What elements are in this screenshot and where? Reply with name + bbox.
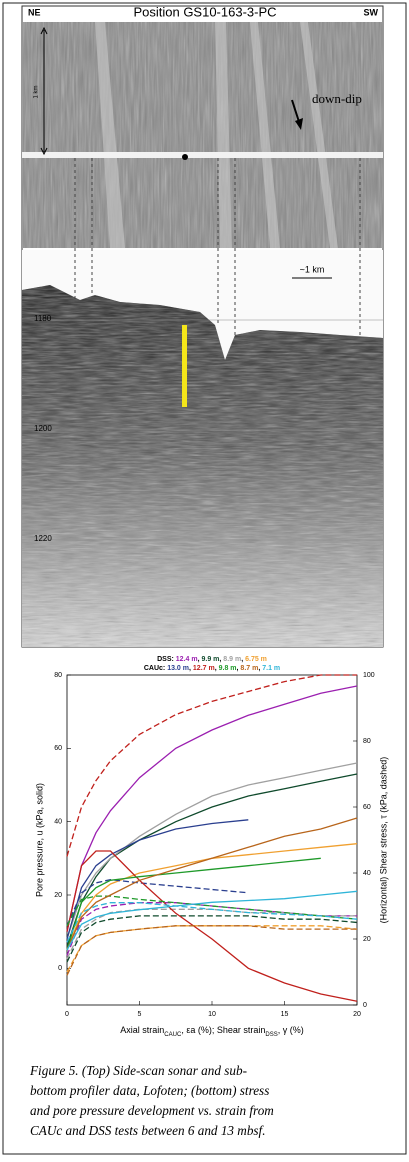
down-dip-arrowhead [295,118,303,130]
shear-stress-line [66,925,357,976]
depth-tick-label: 1200 [34,424,52,433]
shear-stress-line [66,674,357,857]
legend-entry: 8.7 m [240,665,258,672]
y2-axis-label: (Horizontal) Shear stress, τ (kPa, dashe… [378,757,388,924]
legend-entry: 6.75 m [245,656,267,663]
legend-entry: 7.1 m [262,665,280,672]
legend-separator: , [258,665,260,672]
y-tick-label: 80 [54,672,62,679]
legend-entry: 13.0 m [167,665,189,672]
pore-pressure-line [66,890,358,951]
shear-stress-line [66,908,357,960]
caption-line: CAUc and DSS tests between 6 and 13 mbsf… [30,1123,266,1138]
x-tick-label: 10 [208,1011,216,1018]
y2-tick-label: 0 [363,1002,367,1009]
shear-stress-line [66,915,358,963]
legend-separator: , [198,656,200,663]
caption-line: bottom profiler data, Lofoten; (bottom) … [30,1083,269,1098]
caption-line: and pore pressure development vs. strain… [30,1103,274,1118]
legend-entry: 9.8 m [219,665,237,672]
y-tick-label: 20 [54,892,62,899]
legend: CAUc: 13.0 m, 12.7 m, 9.8 m, 8.7 m, 7.1 … [144,665,280,672]
x-tick-label: 5 [138,1011,142,1018]
legend-separator: , [237,665,239,672]
shear-stress-line [66,878,249,927]
sidescan-scarps [95,22,338,248]
x-axis-label-part: , εa (%); Shear strain [181,1025,265,1035]
legend-entry: 8.9 m [223,656,241,663]
sidescan-scale: 1 km [34,85,40,98]
legend-group-label: DSS: [157,656,174,663]
scale-arrow-heads [40,26,48,156]
sediment-texture [22,285,383,647]
y2-tick-label: 60 [363,804,371,811]
y-tick-label: 40 [54,819,62,826]
nadir-line [22,152,383,158]
legend-entry: 12.4 m [176,656,198,663]
plot-area [66,674,358,1006]
down-dip-label: down-dip [312,91,362,106]
legend-entry: 9.9 m [201,656,219,663]
header-title: Position GS10-163-3-PC [133,4,276,19]
pore-pressure-line [66,685,358,932]
depth-tick-label: 1220 [34,534,52,543]
legend-group-label: CAUc: [144,665,165,672]
shear-stress-line [66,895,358,927]
header-left: NE [28,7,41,17]
core-site [182,154,188,160]
pore-pressure-line [66,843,358,951]
caption-line: Figure 5. (Top) Side-scan sonar and sub- [29,1063,247,1078]
pore-pressure-line [66,817,358,951]
y2-tick-label: 40 [363,870,371,877]
legend-separator: , [241,656,243,663]
legend: DSS: 12.4 m, 9.9 m, 8.9 m, 6.75 m [157,656,267,663]
pore-pressure-line [66,819,249,940]
shear-stress-line [66,902,357,956]
depth-tick-label: 1180 [34,314,52,323]
y-tick-label: 0 [58,965,62,972]
x-axis-label-part: CAUC [164,1032,182,1038]
pore-pressure-line [66,773,358,947]
pore-pressure-line [66,762,358,940]
legend-separator: , [189,665,191,672]
x-axis-label: Axial strainCAUC, εa (%); Shear strainDS… [120,1025,303,1037]
x-tick-label: 15 [281,1011,289,1018]
x-tick-label: 0 [65,1011,69,1018]
core-marker [182,325,187,407]
x-tick-label: 20 [353,1011,361,1018]
pore-pressure-line [66,850,358,1002]
y-axis-label: Pore pressure, u (kPa, solid) [34,783,44,897]
x-axis-label-part: , γ (%) [278,1025,304,1035]
correlation-lines [74,158,361,337]
header-right: SW [364,7,379,17]
shear-stress-line [66,902,358,943]
depth-ticks: 1180 1200 1220 [22,314,383,543]
y2-tick-label: 80 [363,738,371,745]
legend-entry: 12.7 m [193,665,215,672]
y2-tick-label: 20 [363,936,371,943]
x-axis-label-part: DSS [265,1032,277,1038]
y-tick-label: 60 [54,745,62,752]
legend-separator: , [215,665,217,672]
y2-tick-label: 100 [363,672,375,679]
legend-separator: , [219,656,221,663]
profile-scale: ~1 km [300,264,325,274]
x-axis-label-part: Axial strain [120,1025,164,1035]
